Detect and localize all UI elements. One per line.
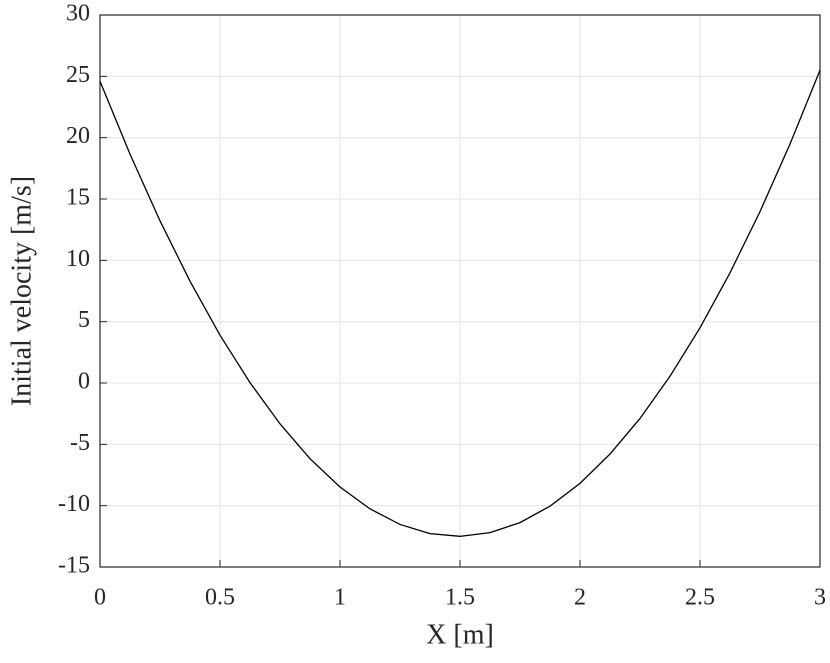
- y-tick-label: 0: [78, 369, 90, 395]
- y-axis-label: Initial velocity [m/s]: [6, 176, 37, 406]
- y-tick-label: -15: [58, 553, 90, 579]
- y-tick-label: 15: [66, 185, 90, 211]
- y-tick-label: -10: [58, 491, 90, 517]
- x-tick-label: 0.5: [205, 585, 235, 611]
- x-axis-label: X [m]: [426, 619, 494, 650]
- x-tick-label: 0: [94, 585, 106, 611]
- x-tick-label: 3: [814, 585, 826, 611]
- y-tick-label: 30: [66, 1, 90, 27]
- x-tick-label: 1: [334, 585, 346, 611]
- x-tick-label: 1.5: [445, 585, 475, 611]
- data-line: [99, 69, 821, 537]
- y-tick-label: -5: [70, 430, 90, 456]
- y-tick-label: 25: [66, 62, 90, 88]
- plot-frame: [99, 14, 821, 568]
- x-tick-label: 2.5: [685, 585, 715, 611]
- y-tick-label: 20: [66, 123, 90, 149]
- y-tick-label: 5: [78, 307, 90, 333]
- x-tick-label: 2: [574, 585, 586, 611]
- y-tick-label: 10: [66, 246, 90, 272]
